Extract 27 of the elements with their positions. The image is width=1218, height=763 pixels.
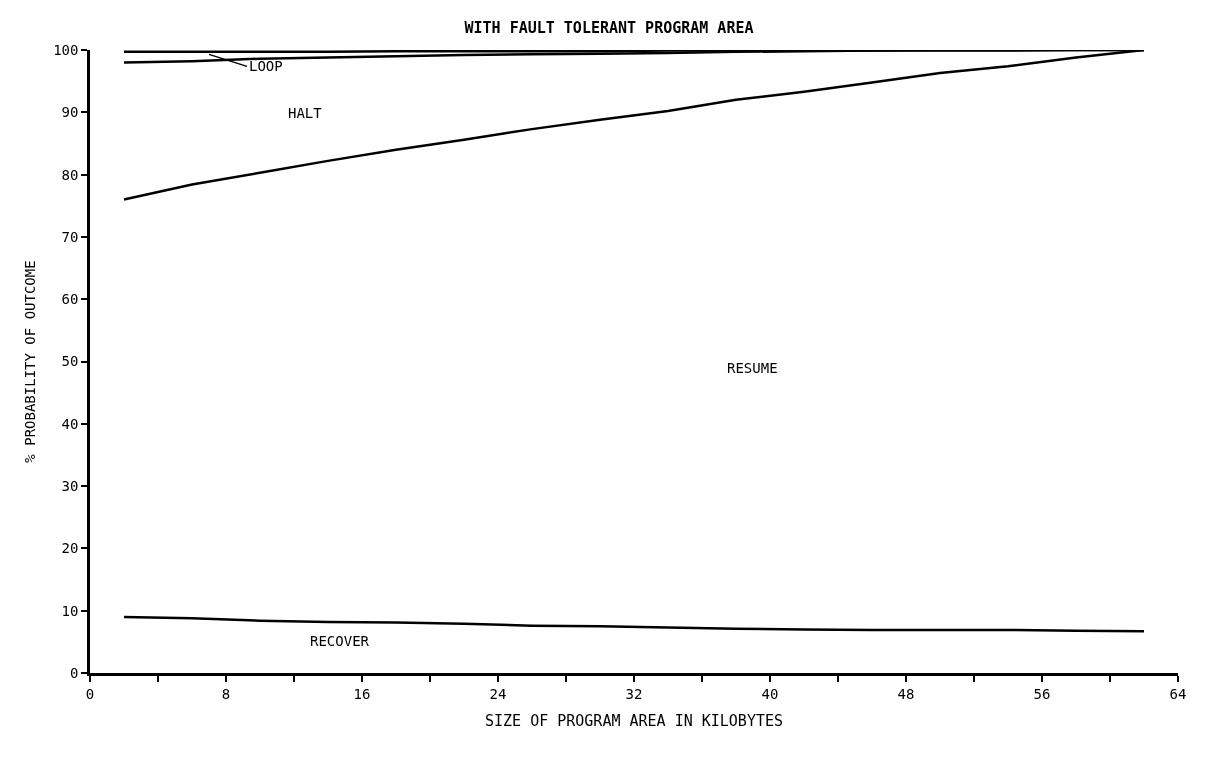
y-axis-title: % PROBABILITY OF OUTCOME xyxy=(21,260,38,463)
x-tick-label: 48 xyxy=(897,685,915,702)
x-tick-label: 16 xyxy=(353,685,371,702)
y-tick-label: 100 xyxy=(53,41,79,58)
annotation: HALT xyxy=(288,105,323,121)
x-tick-label: 64 xyxy=(1169,685,1187,702)
annotation: RESUME xyxy=(727,360,778,376)
x-tick-label: 56 xyxy=(1033,685,1051,702)
y-tick-label: 60 xyxy=(61,291,79,308)
y-tick-label: 40 xyxy=(61,415,79,432)
x-tick-label: 0 xyxy=(85,685,95,702)
y-tick-label: 10 xyxy=(61,602,79,619)
y-tick-label: 30 xyxy=(61,478,79,494)
y-tick-label: 80 xyxy=(61,166,79,183)
x-tick-label: 24 xyxy=(489,685,507,702)
y-tick-label: 70 xyxy=(61,228,79,245)
y-tick-label: 90 xyxy=(61,104,79,121)
annotation: LOOP xyxy=(249,58,283,74)
chart-title: WITH FAULT TOLERANT PROGRAM AREA xyxy=(464,19,754,38)
x-tick-label: 32 xyxy=(625,685,643,702)
y-tick-label: 50 xyxy=(61,353,79,370)
annotation: RECOVER xyxy=(310,633,370,649)
x-axis-title: SIZE OF PROGRAM AREA IN KILOBYTES xyxy=(484,711,784,730)
x-tick-label: 40 xyxy=(761,685,779,702)
x-tick-label: 8 xyxy=(221,685,231,702)
y-tick-label: 0 xyxy=(70,664,79,681)
y-tick-label: 20 xyxy=(61,540,79,557)
